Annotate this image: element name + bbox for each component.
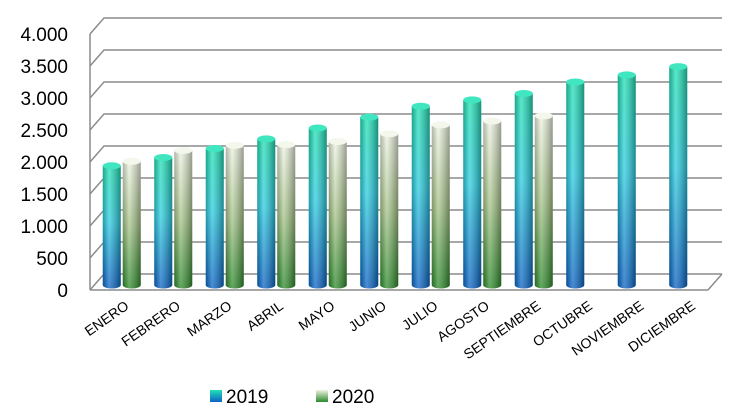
bar-2020-abril [277,141,296,289]
gridlines [89,17,723,291]
x-tick-label: FEBRERO [118,297,183,349]
gridline [89,81,722,99]
bar-2019-junio [360,113,379,289]
legend-label-2020: 2020 [332,387,374,405]
gridline [89,49,722,67]
bar-2020-marzo [225,141,244,289]
y-tick-label: 500 [36,249,68,270]
y-tick-label: 3.500 [20,57,68,78]
bar-2019-septiembre [514,89,533,289]
bar-2020-septiembre [534,112,553,289]
bar-2019-mayo [308,124,327,289]
bar-2019-noviembre [617,71,636,289]
legend-label-2019: 2019 [226,387,268,405]
bar-2019-octubre [566,78,585,289]
bar-2019-abril [257,135,276,289]
bar-2020-agosto [483,117,502,289]
y-tick-label: 0 [57,281,68,302]
x-tick-label: MAYO [295,297,337,333]
y-tick-label: 4.000 [20,25,68,46]
y-tick-label: 2.000 [20,153,68,174]
x-tick-label: MARZO [184,297,235,339]
y-tick-label: 1.000 [20,217,68,238]
bar-2019-agosto [463,96,482,289]
legend: 2019 2020 [210,387,374,405]
bar-2019-diciembre [669,63,688,289]
y-tick-label: 1.500 [20,185,68,206]
x-tick-label: JULIO [399,297,441,333]
y-tick-label: 3.000 [20,89,68,110]
x-tick-label: JUNIO [345,297,389,334]
bar-2020-junio [380,130,399,289]
legend-swatch-2020 [316,390,328,402]
bar-2020-mayo [328,137,347,289]
legend-swatch-2019 [210,390,222,402]
bar-2019-marzo [205,145,224,289]
gridline [89,17,722,35]
bars [102,63,688,289]
bar-2020-julio [431,121,450,289]
bar-2020-febrero [174,146,193,289]
bar-2020-enero [122,157,141,289]
y-tick-label: 2.500 [20,121,68,142]
bar-2019-julio [411,102,430,289]
x-tick-label: ABRIL [244,297,286,333]
bar-2019-enero [102,162,121,289]
floor-edge [707,273,723,291]
y-axis-tick-labels: 0 500 1.000 1.500 2.000 2.500 3.000 3.500 4.000 [20,25,68,302]
bar-2019-febrero [154,153,173,289]
